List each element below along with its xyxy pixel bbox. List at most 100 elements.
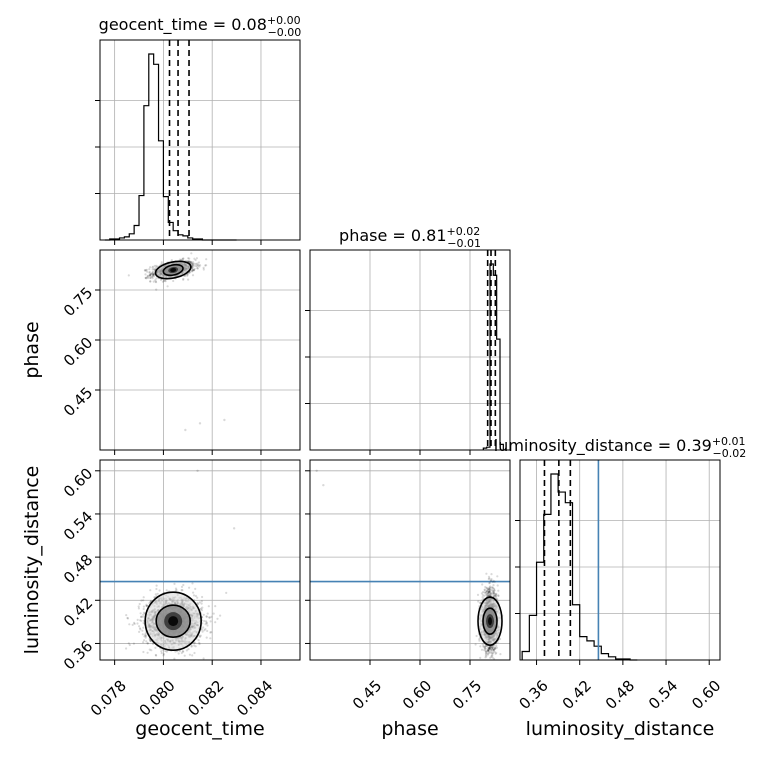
contour-level xyxy=(488,617,492,626)
sample-point xyxy=(490,654,493,657)
sample-point xyxy=(486,588,489,591)
sample-point xyxy=(490,655,493,659)
sample-point xyxy=(209,637,212,640)
sample-point xyxy=(488,589,491,592)
sample-point xyxy=(148,271,151,274)
sample-point xyxy=(151,272,154,275)
tick-label-x: 0.080 xyxy=(136,677,179,720)
sample-point xyxy=(496,598,499,601)
sample-point xyxy=(190,645,193,648)
sample-point xyxy=(493,587,496,590)
sample-point xyxy=(174,587,178,590)
sample-point xyxy=(191,274,195,277)
sample-point xyxy=(223,418,226,422)
tick-label-y: 0.60 xyxy=(60,334,96,370)
sample-point xyxy=(184,428,187,432)
sample-point xyxy=(144,273,147,276)
tick-label-x: 0.42 xyxy=(559,677,595,713)
sample-point xyxy=(491,651,495,655)
sample-point xyxy=(483,647,487,650)
sample-point xyxy=(193,264,196,267)
sample-point xyxy=(177,652,180,655)
sample-point xyxy=(138,625,141,628)
sample-point xyxy=(489,594,492,597)
sample-point xyxy=(493,592,496,595)
sample-point xyxy=(204,628,207,631)
sample-point xyxy=(490,650,493,654)
sample-point xyxy=(491,652,494,655)
sample-point xyxy=(193,644,196,647)
sample-point xyxy=(191,268,194,271)
sample-point xyxy=(491,656,494,659)
sample-point xyxy=(170,259,173,262)
sample-point xyxy=(141,615,144,618)
sample-point xyxy=(488,581,491,584)
sample-point xyxy=(203,629,206,632)
sample-point xyxy=(198,601,201,604)
axis-label-x: phase xyxy=(381,718,438,740)
sample-point xyxy=(206,624,209,627)
title-minus: −0.01 xyxy=(447,237,481,250)
sample-point xyxy=(128,623,131,626)
sample-point xyxy=(142,599,145,602)
sample-point xyxy=(198,635,202,639)
sample-point xyxy=(201,595,204,599)
sample-point xyxy=(497,589,500,592)
sample-point xyxy=(155,265,158,268)
sample-point xyxy=(485,572,488,575)
sample-point xyxy=(191,654,194,657)
sample-point xyxy=(489,592,492,596)
sample-point xyxy=(477,600,480,603)
sample-point xyxy=(192,642,196,645)
sample-point xyxy=(491,646,494,649)
sample-point xyxy=(127,274,130,277)
sample-point xyxy=(144,276,147,279)
sample-point xyxy=(489,656,492,659)
sample-point xyxy=(188,260,191,263)
sample-point xyxy=(187,278,190,281)
sample-point xyxy=(492,589,495,593)
sample-point xyxy=(155,288,158,291)
sample-point xyxy=(149,266,152,269)
sample-point xyxy=(147,274,150,277)
sample-point xyxy=(164,280,167,283)
sample-point xyxy=(181,258,184,261)
sample-point xyxy=(180,258,183,261)
sample-point xyxy=(195,257,198,260)
sample-point xyxy=(497,594,500,598)
sample-point xyxy=(487,592,490,595)
panel-title-geocent_time: geocent_time = 0.08+0.00 −0.00 xyxy=(99,14,302,39)
sample-point xyxy=(206,612,209,615)
sample-point xyxy=(484,593,487,596)
sample-point xyxy=(491,646,494,650)
sample-point xyxy=(491,586,494,589)
sample-point xyxy=(133,621,136,625)
sample-point xyxy=(484,649,487,652)
sample-point xyxy=(487,649,490,652)
sample-point xyxy=(192,269,195,272)
sample-point xyxy=(196,267,199,270)
sample-point xyxy=(196,265,199,268)
sample-point xyxy=(175,588,178,592)
sample-point xyxy=(148,270,151,274)
sample-point xyxy=(487,648,490,651)
sample-point xyxy=(142,650,145,654)
sample-point xyxy=(481,593,484,597)
sample-point xyxy=(148,268,151,271)
sample-point xyxy=(149,274,152,277)
sample-point xyxy=(192,268,195,272)
sample-point xyxy=(225,591,228,595)
sample-point xyxy=(205,264,208,267)
sample-point xyxy=(142,621,145,625)
sample-point xyxy=(487,590,490,593)
sample-point xyxy=(178,258,181,261)
sample-point xyxy=(193,267,196,270)
sample-point xyxy=(496,584,499,587)
sample-point xyxy=(203,619,206,623)
sample-point xyxy=(487,587,490,590)
sample-point xyxy=(193,262,196,265)
sample-point xyxy=(148,648,151,651)
axis-label-x: geocent_time xyxy=(135,718,264,740)
sample-point xyxy=(484,591,487,594)
